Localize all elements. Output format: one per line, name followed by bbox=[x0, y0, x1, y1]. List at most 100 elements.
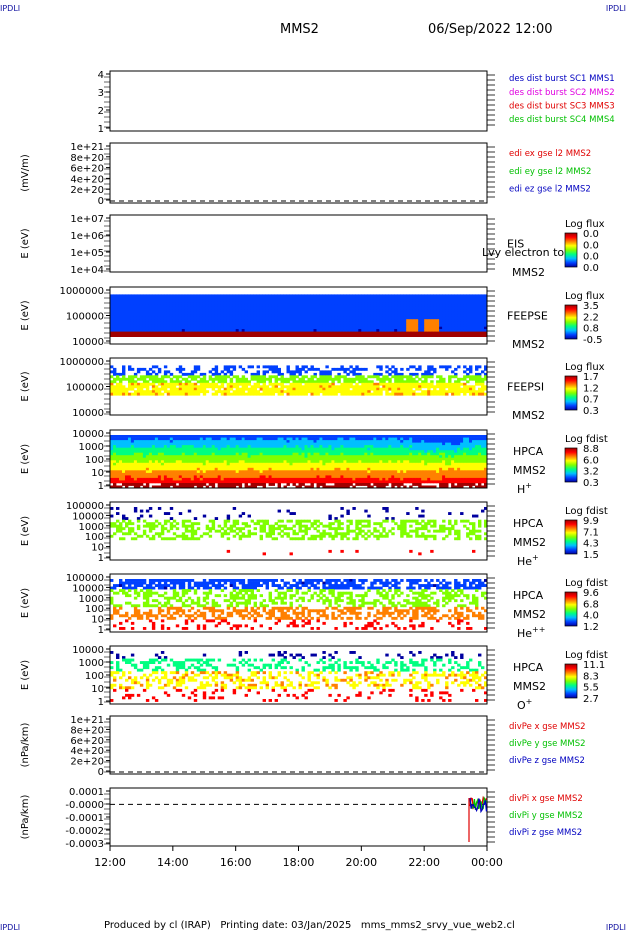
spectrogram-cell bbox=[151, 365, 156, 369]
spectrogram-cell bbox=[361, 324, 365, 328]
spectrogram-cell bbox=[328, 301, 332, 305]
spectrogram-cell bbox=[166, 460, 171, 464]
spectrogram-cell bbox=[400, 314, 404, 318]
spectrogram-cell bbox=[125, 440, 129, 443]
spectrogram-cell bbox=[355, 299, 359, 303]
spectrogram-cell bbox=[274, 455, 278, 459]
spectrogram-cell bbox=[202, 326, 207, 330]
spectrogram-cell bbox=[226, 470, 231, 474]
spectrogram-cell bbox=[376, 316, 380, 320]
spectrogram-cell bbox=[214, 447, 219, 451]
spectrogram-cell bbox=[337, 372, 341, 376]
spectrogram-cell bbox=[283, 385, 287, 389]
spectrogram-cell bbox=[292, 299, 296, 303]
spectrogram-cell bbox=[394, 380, 398, 384]
spectrogram-cell bbox=[295, 452, 299, 456]
y-tick-label: 10000 bbox=[72, 337, 104, 348]
spectrogram-cell bbox=[319, 311, 323, 315]
spectrogram-cell bbox=[454, 367, 458, 371]
spectrogram-cell bbox=[292, 375, 296, 379]
spectrogram-cell bbox=[310, 442, 314, 446]
spectrogram-cell bbox=[418, 319, 422, 323]
spectrogram-cell bbox=[286, 294, 290, 298]
spectrogram-cell bbox=[397, 316, 401, 320]
spectrogram-cell bbox=[313, 324, 317, 328]
spectrogram-cell bbox=[113, 324, 117, 328]
spectrogram-cell bbox=[301, 455, 305, 459]
spectrogram-cell bbox=[271, 385, 275, 389]
spectrogram-cell bbox=[235, 480, 240, 484]
spectrogram-cell bbox=[265, 470, 269, 474]
spectrogram-cell bbox=[110, 477, 114, 481]
spectrogram-cell bbox=[262, 445, 266, 448]
spectrogram-cell bbox=[142, 331, 147, 335]
spectrogram-cell bbox=[355, 296, 359, 300]
y-tick-label: 1e+05 bbox=[70, 248, 104, 259]
spectrogram-cell bbox=[442, 324, 446, 328]
spectrogram-cell bbox=[184, 385, 189, 389]
colorbar-title: Log flux bbox=[565, 219, 605, 230]
spectrogram-cell bbox=[113, 301, 117, 305]
spectrogram-cell bbox=[193, 465, 198, 469]
spectrogram-cell bbox=[445, 392, 449, 396]
spectrogram-cell bbox=[277, 480, 281, 484]
spectrogram-cell bbox=[226, 483, 231, 486]
spectrogram-cell bbox=[277, 326, 281, 330]
spectrogram-cell bbox=[316, 296, 320, 300]
spectrogram-cell bbox=[376, 309, 380, 313]
spectrogram-cell bbox=[307, 377, 311, 381]
spectrogram-cell bbox=[148, 334, 153, 337]
spectrogram-cell bbox=[190, 390, 195, 394]
spectrogram-cell bbox=[178, 316, 183, 320]
spectrogram-cell bbox=[280, 375, 284, 379]
spectrogram-cell bbox=[454, 329, 458, 332]
spectrogram-cell bbox=[178, 309, 183, 313]
spectrogram-cell bbox=[199, 296, 204, 300]
spectrogram-cell bbox=[113, 452, 117, 456]
spectrogram-cell bbox=[445, 385, 449, 389]
spectrogram-cell bbox=[415, 309, 419, 313]
spectrogram-cell bbox=[412, 301, 416, 305]
spectrogram-cell bbox=[364, 326, 368, 330]
spectrogram-cell bbox=[475, 331, 479, 335]
spectrogram-cell bbox=[229, 380, 234, 384]
spectrogram-cell bbox=[367, 382, 371, 386]
spectrogram-cell bbox=[154, 485, 159, 489]
spectrogram-cell bbox=[304, 472, 308, 476]
spectrogram-cell bbox=[280, 460, 284, 464]
spectrogram-cell bbox=[119, 475, 123, 479]
spectrogram-cell bbox=[214, 455, 219, 459]
spectrogram-cell bbox=[116, 445, 120, 448]
spectrogram-cell bbox=[128, 472, 132, 476]
spectrogram-cell bbox=[145, 480, 150, 484]
spectrogram-cell bbox=[394, 329, 398, 332]
spectrogram-cell bbox=[125, 457, 129, 461]
spectrogram-cell bbox=[172, 321, 177, 325]
spectrogram-cell bbox=[445, 294, 449, 298]
spectrogram-cell bbox=[145, 472, 150, 476]
spectrogram-cell bbox=[193, 375, 198, 379]
spectrogram-cell bbox=[220, 331, 225, 335]
spectrogram-cell bbox=[439, 331, 443, 335]
spectrogram-cell bbox=[208, 445, 213, 448]
spectrogram-cell bbox=[122, 445, 126, 448]
spectrogram-cell bbox=[178, 299, 183, 303]
spectrogram-cell bbox=[238, 477, 243, 481]
spectrogram-cell bbox=[358, 375, 362, 379]
spectrogram-cell bbox=[364, 329, 368, 332]
spectrogram-cell bbox=[244, 447, 248, 451]
spectrogram-cell bbox=[334, 460, 338, 464]
spectrogram-cell bbox=[196, 472, 201, 476]
spectrogram-cell bbox=[301, 326, 305, 330]
spectrogram-cell bbox=[122, 301, 126, 305]
spectrogram-cell bbox=[139, 324, 144, 328]
spectrogram-cell bbox=[391, 304, 395, 308]
spectrogram-cell bbox=[280, 385, 284, 389]
spectrogram-cell bbox=[130, 385, 135, 389]
spectrogram-cell bbox=[223, 480, 228, 484]
spectrogram-cell bbox=[142, 435, 147, 438]
spectrogram-cell bbox=[283, 294, 287, 298]
spectrogram-cell bbox=[151, 296, 156, 300]
spectrogram-cell bbox=[133, 321, 138, 325]
spectrogram-cell bbox=[220, 316, 225, 320]
